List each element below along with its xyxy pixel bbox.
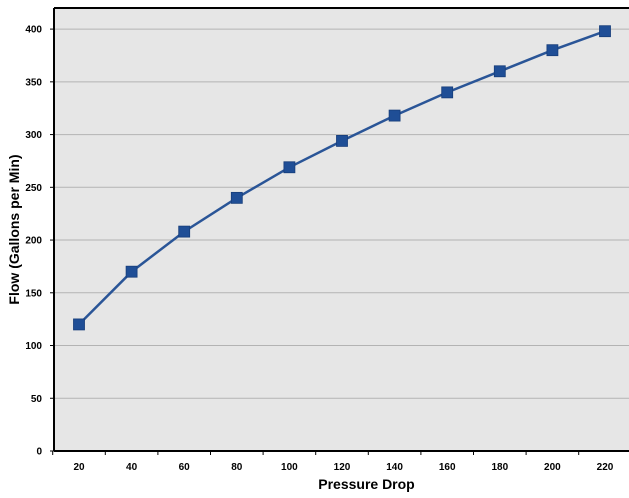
- data-point: [493, 65, 506, 78]
- x-axis-title: Pressure Drop: [318, 476, 414, 492]
- y-tick-label: 150: [25, 288, 42, 299]
- x-tick-label: 60: [179, 462, 191, 473]
- data-point: [73, 318, 85, 331]
- data-point: [178, 225, 191, 238]
- x-tick-label: 160: [439, 462, 456, 473]
- y-tick-label: 200: [25, 236, 42, 247]
- data-point: [125, 265, 138, 278]
- data-point: [230, 191, 243, 204]
- data-point: [599, 25, 611, 38]
- x-tick-label: 220: [597, 462, 614, 473]
- y-tick-label: 50: [31, 394, 43, 405]
- x-tick-label: 100: [281, 462, 298, 473]
- x-tick-label: 140: [386, 462, 403, 473]
- y-tick-label: 400: [25, 25, 42, 36]
- y-tick-label: 250: [25, 183, 42, 194]
- plot-area: [54, 8, 629, 451]
- x-tick-label: 20: [73, 462, 85, 473]
- y-tick-label: 300: [25, 130, 42, 141]
- x-tick-label: 80: [231, 462, 243, 473]
- data-point: [441, 86, 454, 99]
- grid-lines: [54, 28, 629, 399]
- x-tick-label: 200: [544, 462, 561, 473]
- data-point: [388, 109, 401, 122]
- y-tick-label: 350: [25, 77, 42, 88]
- y-tick-label: 0: [36, 447, 42, 458]
- x-tick-label: 120: [334, 462, 351, 473]
- data-point: [546, 44, 559, 57]
- x-axis-ticks: 20 40 60 80 100 120 140 160 180 200 220: [52, 451, 614, 473]
- x-tick-label: 180: [491, 462, 508, 473]
- y-axis-title: Flow (Gallons per Min): [6, 154, 22, 304]
- series-markers: [73, 25, 611, 331]
- data-point: [336, 134, 348, 147]
- data-point: [283, 161, 296, 174]
- x-tick-label: 40: [126, 462, 138, 473]
- y-axis-ticks: 0 50 100 150 200 250 300 350 400: [25, 25, 54, 458]
- y-tick-label: 100: [25, 341, 42, 352]
